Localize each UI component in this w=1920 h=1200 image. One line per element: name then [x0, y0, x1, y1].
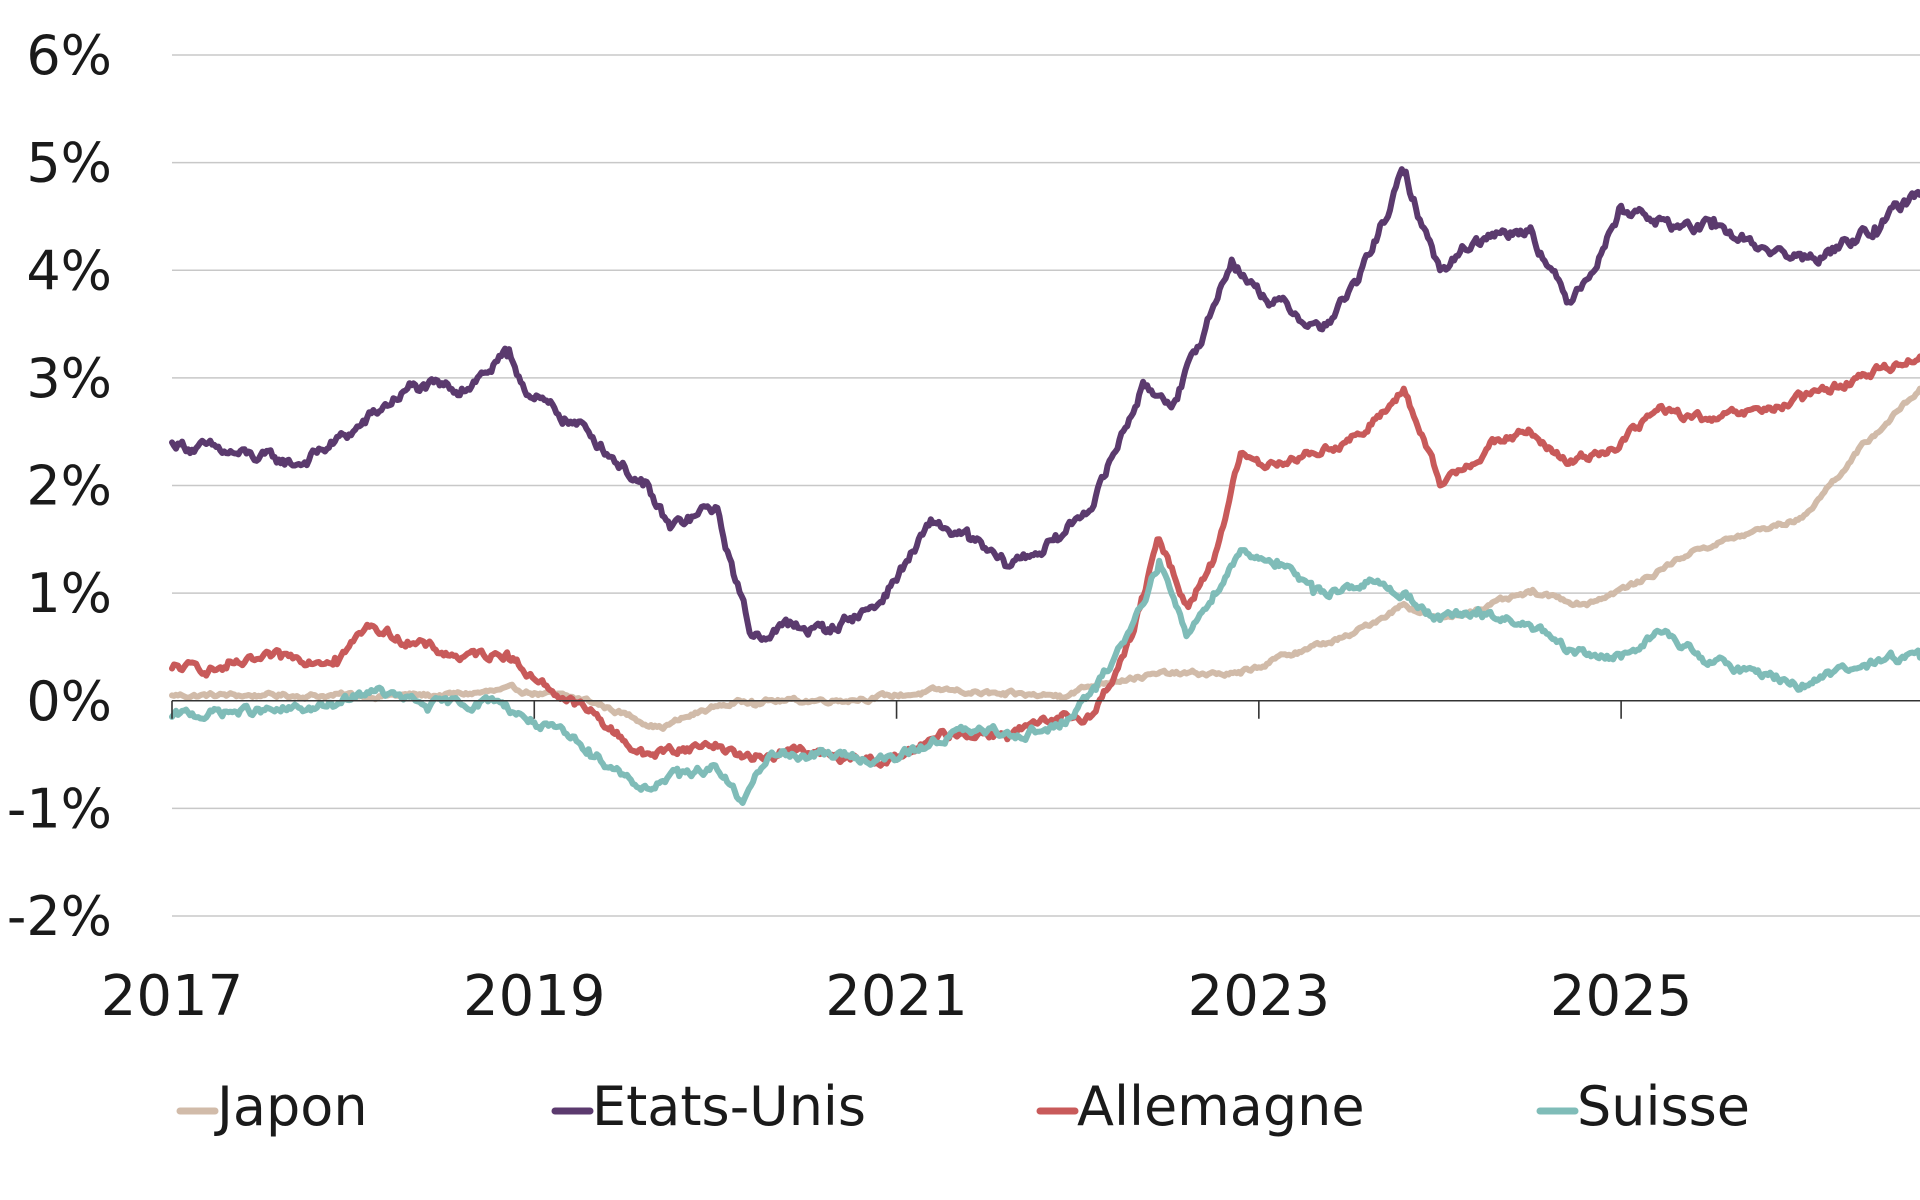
legend-label: Etats-Unis — [592, 1075, 866, 1138]
gridlines — [172, 54, 1920, 917]
x-tick-label: 2023 — [1188, 964, 1331, 1029]
x-tick-label: 2021 — [825, 964, 968, 1029]
x-axis: 2017 2019 2021 2023 2025 — [101, 699, 1920, 1029]
series-line-etats-unis — [169, 166, 1920, 643]
y-tick-label: 5% — [26, 132, 112, 195]
y-tick-label: 3% — [26, 347, 112, 410]
legend: Japon Etats-Unis Allemagne Suisse — [176, 1075, 1750, 1138]
legend-label: Japon — [214, 1075, 368, 1138]
series-line-allemagne — [169, 353, 1920, 769]
legend-label: Allemagne — [1077, 1075, 1365, 1138]
y-tick-label: 6% — [26, 24, 112, 87]
series-line-japon — [169, 385, 1920, 732]
x-tick-label: 2025 — [1550, 964, 1693, 1029]
y-axis: 6% 5% 4% 3% 2% 1% 0% -1% -2% — [7, 24, 112, 948]
y-tick-label: -2% — [7, 885, 112, 948]
y-tick-label: 2% — [26, 455, 112, 518]
x-tick-label: 2019 — [463, 964, 606, 1029]
y-tick-label: -1% — [7, 777, 112, 840]
series-line-suisse — [169, 547, 1920, 806]
series-lines — [169, 166, 1920, 806]
y-tick-label: 0% — [26, 670, 112, 733]
x-tick-label: 2017 — [101, 964, 244, 1029]
y-tick-label: 1% — [26, 562, 112, 625]
legend-label: Suisse — [1577, 1075, 1750, 1138]
y-tick-label: 4% — [26, 239, 112, 302]
